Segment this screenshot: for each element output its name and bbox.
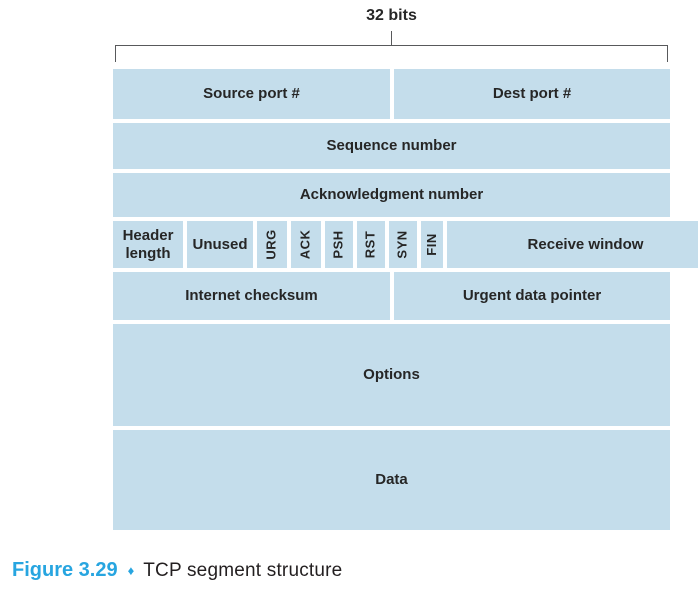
row-acknowledgment-number: Acknowledgment number <box>113 173 670 217</box>
cell-unused: Unused <box>187 221 253 268</box>
flag-rst-label: RST <box>362 230 378 259</box>
row-sequence-number: Sequence number <box>113 123 670 169</box>
cell-sequence-number: Sequence number <box>113 123 670 169</box>
cell-acknowledgment-number: Acknowledgment number <box>113 173 670 217</box>
cell-receive-window: Receive window <box>447 221 698 268</box>
flag-psh-label: PSH <box>330 230 346 259</box>
row-ports: Source port # Dest port # <box>113 69 670 119</box>
flag-ack-label: ACK <box>297 229 313 260</box>
row-checksum: Internet checksum Urgent data pointer <box>113 272 670 320</box>
flag-syn-label: SYN <box>394 230 410 259</box>
figure-number-label: Figure 3.29 <box>12 559 118 581</box>
row-flags: Header length Unused URG ACK PSH RST SYN… <box>113 221 698 268</box>
figure-title: TCP segment structure <box>143 559 343 581</box>
cell-source-port: Source port # <box>113 69 390 119</box>
width-bracket-left-tick <box>115 46 116 62</box>
flag-urg-label: URG <box>263 229 279 260</box>
cell-flag-psh: PSH <box>325 221 354 268</box>
cell-flag-urg: URG <box>257 221 288 268</box>
cell-options: Options <box>113 324 670 426</box>
cell-header-length: Header length <box>113 221 183 268</box>
cell-flag-rst: RST <box>357 221 385 268</box>
bit-width-label: 32 bits <box>366 7 417 24</box>
width-bracket-center-tick <box>391 31 392 46</box>
cell-flag-syn: SYN <box>388 221 418 268</box>
diamond-separator-icon: ♦ <box>127 563 135 578</box>
flag-fin-label: FIN <box>423 233 439 256</box>
cell-urgent-data-pointer: Urgent data pointer <box>394 272 670 320</box>
row-data: Data <box>113 430 670 530</box>
width-bracket-right-tick <box>666 46 668 62</box>
tcp-segment-diagram: Source port # Dest port # Sequence numbe… <box>113 69 698 530</box>
cell-flag-fin: FIN <box>421 221 444 268</box>
cell-data: Data <box>113 430 670 530</box>
row-options: Options <box>113 324 670 426</box>
cell-flag-ack: ACK <box>291 221 322 268</box>
cell-internet-checksum: Internet checksum <box>113 272 390 320</box>
cell-dest-port: Dest port # <box>394 69 670 119</box>
figure-caption: Figure 3.29 ♦ TCP segment structure <box>12 559 342 582</box>
